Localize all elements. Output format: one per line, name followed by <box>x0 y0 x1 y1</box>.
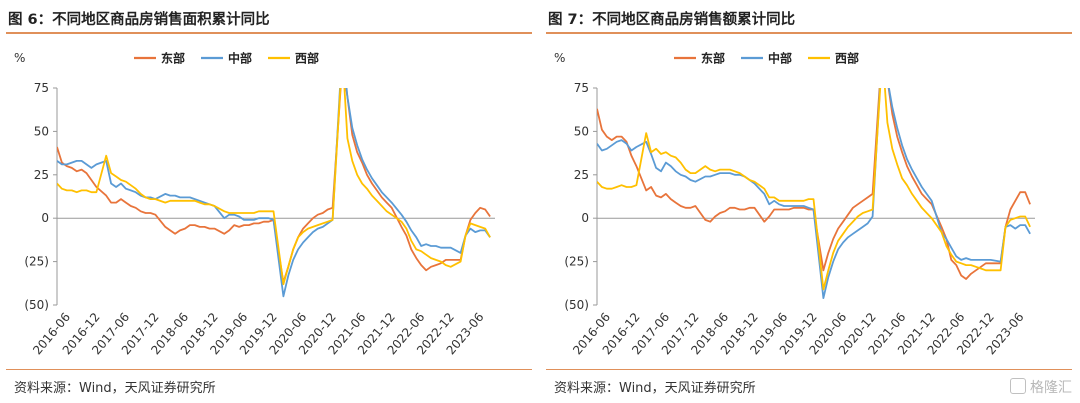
legend-label: 东部 <box>161 51 185 66</box>
source-rule <box>546 369 1072 370</box>
legend-item: 中部 <box>201 51 252 66</box>
y-tick-label: 0 <box>581 211 589 225</box>
area-yoy-chart: % 东部 中部 西部7550250(25)(50)2016-062016-122017… <box>14 51 495 357</box>
title-rule <box>546 32 1072 34</box>
y-tick-label: (25) <box>24 255 49 269</box>
legend-label: 东部 <box>701 51 725 66</box>
y-tick-label: (25) <box>564 255 589 269</box>
legend-item: 中部 <box>741 51 792 66</box>
series-line <box>597 88 1031 280</box>
chart-title: 图 7：不同地区商品房销售额累计同比 <box>548 12 796 28</box>
y-tick-label: 75 <box>574 81 589 95</box>
source-rule <box>6 369 532 370</box>
y-tick-label: 25 <box>574 168 589 182</box>
y-tick-label: 50 <box>574 124 589 138</box>
watermark-text: 格隆汇 <box>1030 380 1072 396</box>
y-tick-label: (50) <box>564 298 589 312</box>
plot-area <box>597 88 1031 299</box>
legend-item: 西部 <box>268 51 319 66</box>
y-axis-unit: % <box>554 51 565 65</box>
legend-item: 东部 <box>674 51 725 66</box>
chart-panel-sales: 图 7：不同地区商品房销售额累计同比 % 东部 中部 西部 75 50 25 0 (25) (50… <box>546 0 1072 403</box>
y-tick-label: 75 <box>34 81 49 95</box>
sales-yoy-chart: % 东部 中部 西部7550250(25)(50)2016-062016-122017… <box>554 51 1035 357</box>
series-line <box>57 88 491 286</box>
watermark: 格隆汇 <box>1010 377 1072 397</box>
watermark-logo-icon <box>1010 378 1026 394</box>
legend-label: 中部 <box>228 51 252 66</box>
legend-item: 东部 <box>134 51 185 66</box>
legend-label: 中部 <box>768 51 792 66</box>
chart-panel-area: 图 6：不同地区商品房销售面积累计同比 % 东部 中部 西部 75 50 25 0 (25) (5… <box>6 0 532 403</box>
series-line <box>597 88 1031 299</box>
y-axis-unit: % <box>14 51 25 65</box>
legend-label: 西部 <box>835 51 859 66</box>
source-note: 资料来源：Wind，天风证券研究所 <box>554 381 756 396</box>
title-rule <box>6 32 532 34</box>
y-tick-label: 25 <box>34 168 49 182</box>
y-tick-label: 0 <box>41 211 49 225</box>
series-line <box>57 88 491 298</box>
plot-area <box>57 88 491 298</box>
series-line <box>57 88 491 284</box>
y-tick-label: (50) <box>24 298 49 312</box>
series-line <box>597 88 1031 291</box>
chart-title: 图 6：不同地区商品房销售面积累计同比 <box>8 12 270 28</box>
legend-item: 西部 <box>808 51 859 66</box>
y-tick-label: 50 <box>34 124 49 138</box>
source-note: 资料来源：Wind，天风证券研究所 <box>14 381 216 396</box>
legend-label: 西部 <box>295 51 319 66</box>
